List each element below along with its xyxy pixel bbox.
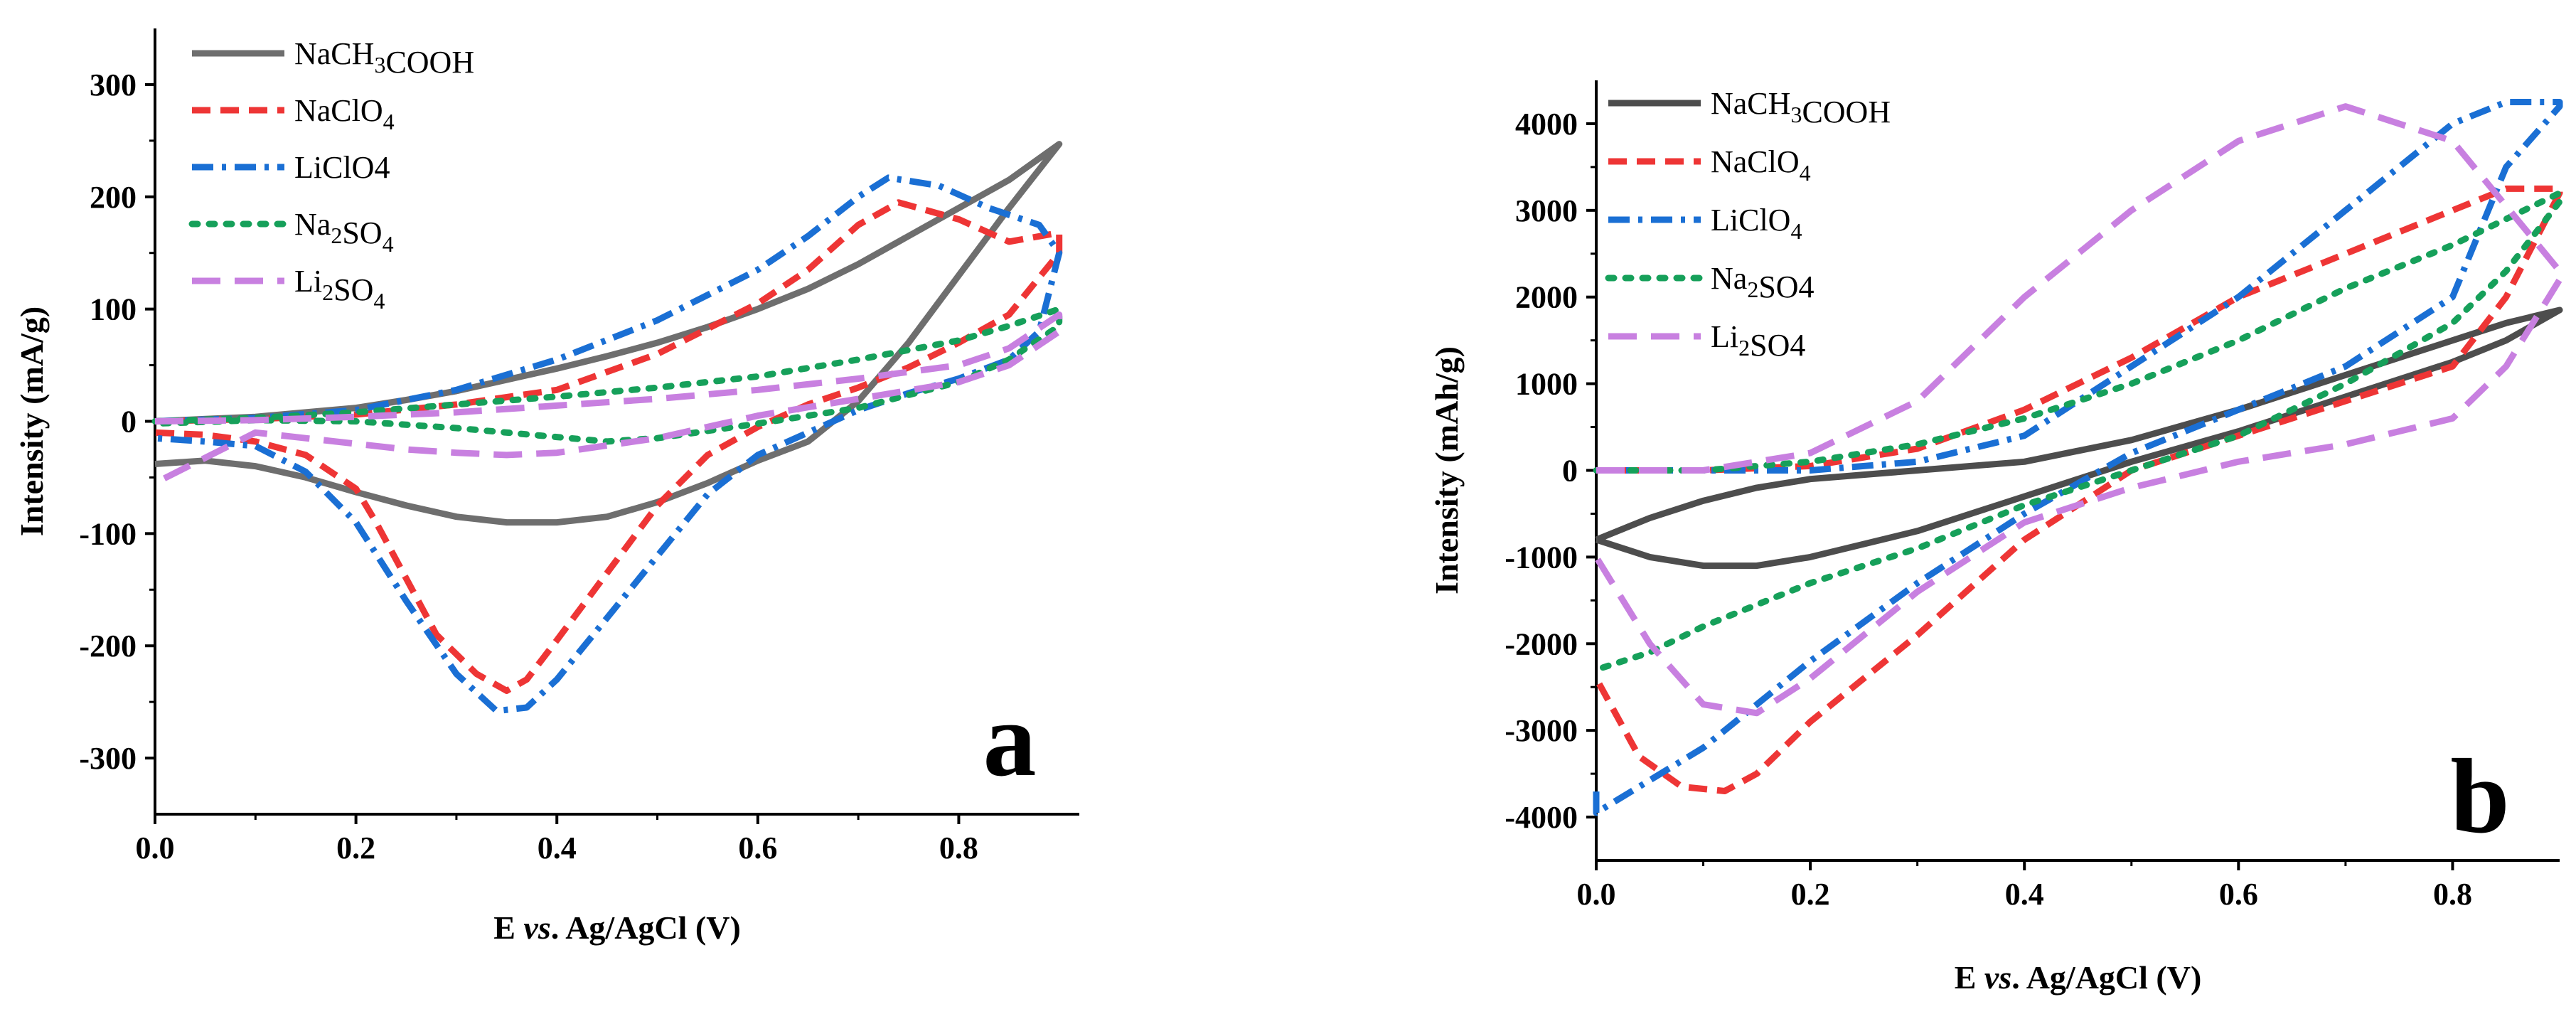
legend-label-part: NaClO bbox=[294, 93, 383, 128]
legend-label-li2so4: Li2SO4 bbox=[294, 264, 385, 314]
legend-label-part: LiClO4 bbox=[294, 150, 390, 185]
series-line-li2so4 bbox=[153, 311, 1063, 486]
legend-label-naclo4: NaClO4 bbox=[294, 93, 395, 134]
y-tick-label: 3000 bbox=[1515, 193, 1578, 228]
chart-panel-b: 0.0 0.2 0.4 0.6 0.8 -4000 -3000 -2000 -1000 0 1000… bbox=[1428, 80, 2563, 996]
legend-label-part: SO4 bbox=[1750, 328, 1805, 363]
legend-label-part: 2 bbox=[322, 279, 333, 305]
y-tick-label: 0 bbox=[1562, 454, 1578, 489]
legend-label-part: 4 bbox=[1790, 218, 1802, 244]
legend-label-part: Li bbox=[294, 264, 322, 299]
legend-label-na2so4: Na2SO4 bbox=[294, 207, 394, 257]
panel-letter: b bbox=[2450, 737, 2509, 855]
legend-label-part: NaClO bbox=[1711, 144, 1800, 179]
legend-label-part: Li bbox=[1711, 319, 1738, 354]
x-axis-title-part: . Ag/AgCl (V) bbox=[551, 909, 741, 946]
series-line-liclo4 bbox=[1593, 99, 2563, 816]
x-tick-label: 0.4 bbox=[2005, 877, 2044, 912]
legend-label-part: SO4 bbox=[1758, 269, 1814, 304]
legend-label-liclo4: LiClO4 bbox=[294, 150, 390, 185]
x-tick-label: 0.2 bbox=[1791, 877, 1830, 912]
y-tick-label: -1000 bbox=[1505, 540, 1578, 575]
y-tick-label: 4000 bbox=[1515, 107, 1578, 142]
legend-label-nach3cooh: NaCH3COOH bbox=[1711, 86, 1891, 129]
legend-label-part: 4 bbox=[373, 288, 385, 314]
legend-label-part: 3 bbox=[1790, 102, 1802, 127]
x-tick-label: 0.8 bbox=[2433, 877, 2472, 912]
y-tick-label: 300 bbox=[90, 68, 137, 102]
legend-label-part: COOH bbox=[385, 45, 474, 80]
y-tick-label: 200 bbox=[90, 180, 137, 215]
y-tick-label: 0 bbox=[121, 405, 137, 439]
y-axis-title: Intensity (mA/g) bbox=[14, 306, 50, 536]
y-tick-label: -200 bbox=[79, 629, 137, 663]
x-axis-title-part: vs bbox=[523, 909, 550, 946]
legend-label-part: 4 bbox=[1800, 160, 1811, 186]
x-axis-title-part: . Ag/AgCl (V) bbox=[2011, 959, 2201, 996]
y-tick-label: -4000 bbox=[1505, 800, 1578, 835]
legend-label-naclo4: NaClO4 bbox=[1711, 144, 1811, 186]
x-axis-title: E vs. Ag/AgCl (V) bbox=[1955, 959, 2202, 996]
series-line-naclo4 bbox=[154, 199, 1063, 694]
y-tick-label: 100 bbox=[90, 292, 137, 327]
legend-label-part: 3 bbox=[374, 52, 385, 78]
series-line-li2so4 bbox=[1593, 103, 2563, 717]
y-axis-title: Intensity (mAh/g) bbox=[1428, 346, 1465, 594]
x-axis-title: E vs. Ag/AgCl (V) bbox=[493, 909, 741, 946]
legend-label-part: SO bbox=[333, 272, 373, 307]
legend-label-part: 2 bbox=[1747, 277, 1758, 302]
legend-label-liclo4: LiClO4 bbox=[1711, 203, 1802, 244]
series-line-nach3cooh bbox=[1595, 306, 2563, 570]
panel-letter: a bbox=[983, 681, 1037, 799]
y-tick-label: -100 bbox=[79, 516, 137, 551]
y-tick-label: 1000 bbox=[1515, 367, 1578, 402]
series-line-naclo4 bbox=[1593, 185, 2563, 794]
y-tick-label: -3000 bbox=[1505, 713, 1578, 748]
legend-label-part: NaCH bbox=[1711, 86, 1790, 121]
legend-label-part: LiClO bbox=[1711, 203, 1790, 238]
x-tick-label: 0.0 bbox=[136, 831, 175, 865]
legend-label-na2so4: Na2SO4 bbox=[1711, 261, 1815, 304]
legend-label-part: NaCH bbox=[294, 36, 374, 71]
chart-panel-a: 0.0 0.2 0.4 0.6 0.8 -300 -200 -100 0 100 200 300 E v… bbox=[14, 28, 1079, 946]
y-tick-label: -300 bbox=[79, 741, 137, 776]
y-tick-label: -2000 bbox=[1505, 626, 1578, 661]
series-line-na2so4 bbox=[1593, 190, 2563, 673]
legend-label-part: 4 bbox=[383, 231, 394, 257]
legend-label-part: Na bbox=[1711, 261, 1747, 296]
legend-label-part: COOH bbox=[1802, 95, 1891, 129]
legend-label-part: 4 bbox=[383, 109, 395, 134]
x-tick-label: 0.6 bbox=[2219, 877, 2258, 912]
legend-label-part: 2 bbox=[331, 223, 342, 248]
x-tick-label: 0.2 bbox=[336, 831, 375, 865]
legend-label-li2so4: Li2SO4 bbox=[1711, 319, 1805, 363]
y-tick-label: 2000 bbox=[1515, 280, 1578, 315]
x-axis-title-part: E bbox=[493, 909, 523, 946]
x-tick-label: 0.4 bbox=[538, 831, 577, 865]
series-line-nach3cooh bbox=[154, 141, 1063, 526]
series-line-na2so4 bbox=[151, 306, 1063, 445]
legend-label-part: Na bbox=[294, 207, 331, 242]
legend-label-part: 2 bbox=[1738, 335, 1750, 361]
x-tick-label: 0.6 bbox=[738, 831, 777, 865]
legend-label-nach3cooh: NaCH3COOH bbox=[294, 36, 474, 80]
x-tick-label: 0.0 bbox=[1577, 877, 1616, 912]
x-tick-label: 0.8 bbox=[939, 831, 978, 865]
x-axis-title-part: vs bbox=[1984, 959, 2011, 996]
x-axis-title-part: E bbox=[1955, 959, 1984, 996]
legend-label-part: SO bbox=[342, 215, 382, 250]
